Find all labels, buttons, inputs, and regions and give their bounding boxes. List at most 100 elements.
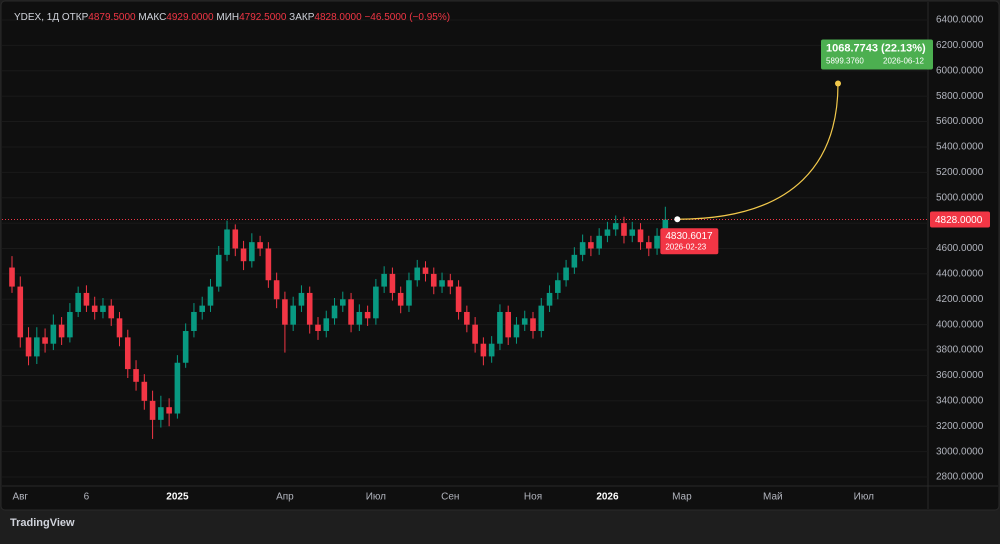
candle-body	[447, 280, 454, 287]
candle-body	[662, 219, 669, 236]
candle-body	[480, 343, 487, 357]
candle-body	[389, 273, 396, 293]
x-tick-label: Мар	[672, 492, 692, 503]
start-tag-date: 2026-02-23	[665, 242, 706, 251]
y-tick-label: 4200.0000	[936, 294, 984, 305]
candle-body	[50, 324, 57, 344]
candle-body	[133, 369, 139, 382]
x-tick-label: Июл	[854, 492, 874, 503]
y-tick-label: 5000.0000	[936, 192, 984, 203]
end-tag-date: 2026-06-12	[883, 57, 924, 66]
candle-body	[273, 280, 280, 300]
candle-body	[563, 267, 569, 281]
x-tick-label: Ноя	[524, 492, 542, 503]
x-tick-label: Авг	[12, 492, 28, 503]
candle-body	[505, 311, 511, 338]
y-tick-label: 6000.0000	[936, 65, 984, 76]
value: 4929.0000	[166, 12, 214, 23]
candle-body	[25, 337, 32, 357]
candle-body	[34, 337, 40, 357]
x-tick-label: Сен	[441, 492, 459, 503]
candle-body	[596, 235, 602, 249]
candle-body	[571, 254, 578, 268]
x-tick-label: 2025	[166, 492, 189, 503]
candle-body	[612, 223, 619, 230]
candle-body	[158, 407, 164, 420]
candle-body	[637, 229, 644, 243]
candle-body	[91, 305, 98, 312]
candle-body	[455, 286, 462, 312]
candle-body	[513, 324, 520, 338]
end-tag-value: 5899.3760	[826, 57, 864, 66]
x-tick-label: Апр	[276, 492, 294, 503]
candle-body	[538, 305, 545, 332]
brand-text[interactable]: TradingView	[10, 517, 75, 529]
y-tick-label: 3600.0000	[936, 370, 984, 381]
x-tick-label: 2026	[596, 492, 619, 503]
candle-body	[182, 331, 189, 363]
candle-body	[579, 242, 586, 255]
candle-body	[464, 311, 470, 325]
candle-body	[555, 280, 561, 293]
label: МАКС	[138, 12, 167, 23]
end-tag-change: 1068.7743 (22.13%)	[826, 42, 926, 54]
candle-body	[422, 267, 429, 274]
candle-body	[224, 229, 230, 255]
candle-body	[75, 292, 81, 312]
candle-body	[439, 280, 445, 287]
label: ОТКР	[61, 12, 89, 23]
candle-body	[364, 311, 371, 319]
label: ЗАКР	[289, 12, 315, 23]
value: 4879.5000	[88, 12, 136, 23]
candle-body	[17, 286, 24, 338]
candle-body	[530, 318, 536, 332]
value: 4828.0000	[314, 12, 362, 23]
brand[interactable]: TradingView	[10, 517, 75, 529]
candle-body	[240, 248, 247, 262]
candle-body	[199, 305, 206, 312]
candle-body	[257, 242, 263, 249]
candle-body	[497, 311, 503, 344]
start-tag-value: 4830.6017	[665, 231, 713, 242]
candle-body	[629, 229, 636, 236]
candle-body	[42, 337, 48, 344]
candle-body	[232, 229, 239, 249]
candle-body	[166, 407, 172, 414]
candle-body	[588, 242, 594, 249]
x-tick-label: 6	[84, 492, 90, 503]
candle-body	[604, 229, 611, 236]
candle-body	[265, 248, 272, 281]
symbol: YDEX, 1Д	[14, 12, 60, 23]
candle-body	[249, 242, 255, 262]
candle-body	[108, 305, 115, 319]
value: 4792.5000	[239, 12, 287, 23]
y-tick-label: 3400.0000	[936, 395, 984, 406]
legend-header: YDEX, 1Д ОТКР4879.5000 МАКС4929.0000 МИН…	[14, 12, 450, 23]
candle-body	[488, 343, 495, 357]
candle-body	[149, 400, 156, 420]
candle-body	[315, 324, 321, 332]
candle-body	[282, 299, 288, 325]
candle-body	[83, 292, 90, 306]
candle-body	[67, 311, 73, 338]
candle-body	[546, 292, 553, 306]
candle-body	[323, 318, 330, 332]
x-tick-label: Май	[763, 492, 783, 503]
candle-body	[430, 273, 437, 287]
candle-body	[414, 267, 421, 281]
y-tick-label: 3800.0000	[936, 345, 984, 356]
y-tick-label: 5800.0000	[936, 91, 984, 102]
candle-body	[141, 381, 148, 401]
projection-end	[835, 80, 841, 87]
price-tag	[930, 211, 990, 228]
candle-body	[124, 337, 131, 370]
start-tag	[660, 228, 719, 255]
candle-body	[174, 362, 181, 414]
candle-body	[58, 324, 65, 338]
candle-body	[116, 318, 123, 338]
candle-body	[406, 280, 412, 306]
candle-body	[621, 223, 627, 236]
y-tick-label: 6400.0000	[936, 15, 984, 26]
